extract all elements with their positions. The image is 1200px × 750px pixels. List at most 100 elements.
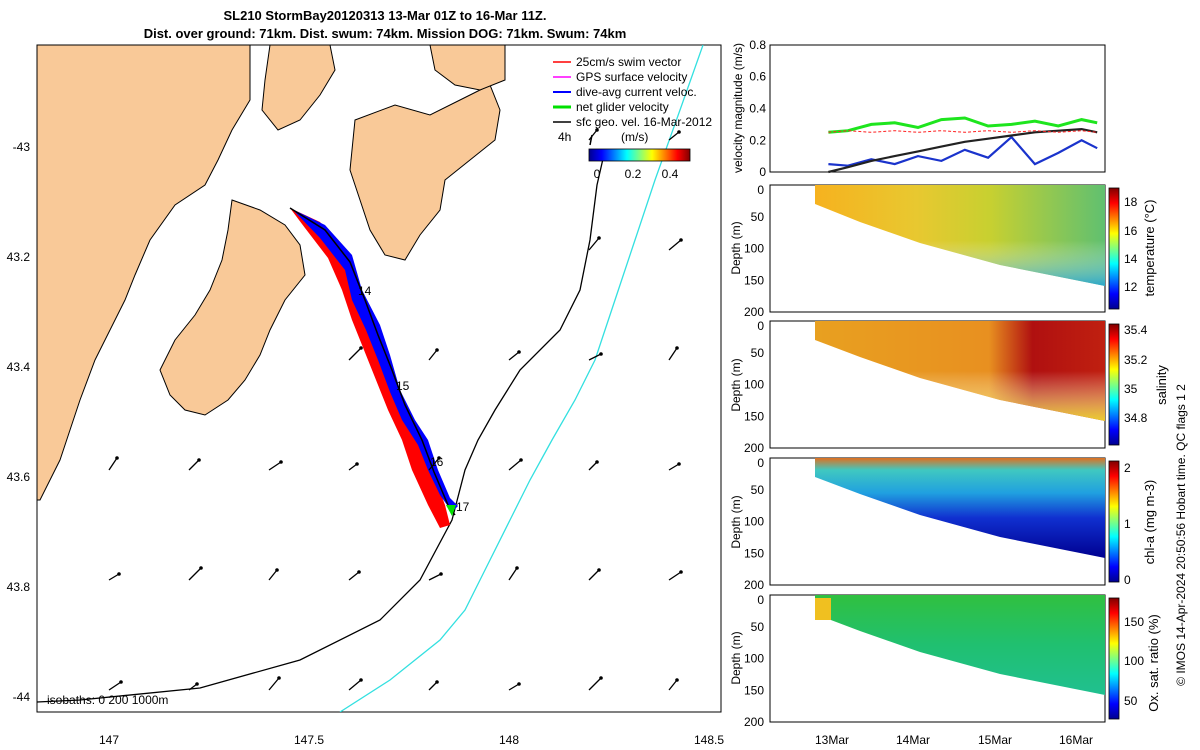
sfc-velocity-arrow — [348, 571, 360, 581]
land-peninsula — [159, 199, 306, 416]
temperature-colorbar-tick: 18 — [1124, 195, 1138, 209]
velocity-y-tick: 0.4 — [749, 102, 766, 116]
velocity-panel: 0 0.2 0.4 0.6 0.8 velocity magnitude (m/s) — [731, 38, 1106, 179]
title-line-1: SL210 StormBay20120313 13-Mar 01Z to 16-… — [223, 8, 546, 23]
sfc-velocity-arrow-head — [197, 458, 201, 462]
chla-colorbar-label: chl-a (mg m-3) — [1142, 480, 1157, 565]
track-end-marker — [446, 505, 456, 516]
sfc-velocity-arrow-head — [675, 678, 679, 682]
salinity-colorbar-label: salinity — [1154, 365, 1169, 405]
map-x-tick: 147 — [99, 733, 119, 747]
sfc-velocity-arrow-head — [359, 346, 363, 350]
map-colorbar-tick: 0 — [594, 167, 601, 181]
sfc-velocity-arrow — [268, 677, 280, 691]
temperature-colorbar-label: temperature (°C) — [1142, 200, 1157, 297]
sfc-velocity-arrow — [668, 239, 682, 251]
sfc-velocity-arrow — [108, 681, 122, 691]
sfc-velocity-arrow-head — [515, 566, 519, 570]
sfc-velocity-arrow-head — [597, 568, 601, 572]
oxygen-colorbar — [1108, 597, 1120, 720]
depth-tick: 100 — [744, 378, 764, 392]
sfc-velocity-arrow — [428, 457, 440, 471]
map-colorbar-tick: 0.2 — [625, 167, 642, 181]
map-y-tick: 43.4 — [7, 360, 31, 374]
temperature-ylabel: Depth (m) — [729, 221, 743, 274]
velocity-series-sfc-geo-vel- — [828, 127, 1098, 174]
depth-tick: 200 — [744, 578, 764, 592]
depth-tick: 150 — [744, 546, 764, 560]
depth-tick: 150 — [744, 273, 764, 287]
sfc-velocity-arrow-head — [675, 346, 679, 350]
sfc-velocity-arrow-head — [677, 462, 681, 466]
velocity-series — [828, 116, 1098, 174]
sfc-velocity-arrow-head — [117, 572, 121, 576]
depth-tick: 200 — [744, 715, 764, 729]
sfc-velocity-arrow — [108, 457, 118, 471]
depth-axes: 0501001502000501001502000501001502000501… — [744, 183, 764, 729]
sfc-velocity-arrow-head — [357, 570, 361, 574]
velocity-y-tick: 0.6 — [749, 70, 766, 84]
sfc-velocity-arrows — [108, 128, 683, 691]
glider-track-dive — [292, 209, 458, 512]
map-x-tick: 147.5 — [294, 733, 324, 747]
sfc-velocity-arrow-head — [359, 678, 363, 682]
velocity-y-tick: 0 — [759, 165, 766, 179]
oxygen-panel: 150 100 50 Ox. sat. ratio (%) 13Mar 14Ma… — [769, 594, 1161, 747]
temperature-colorbar-tick: 16 — [1124, 224, 1138, 238]
oxygen-section — [815, 595, 1105, 695]
velocity-y-ticks: 0 0.2 0.4 0.6 0.8 — [749, 38, 766, 179]
map-legend: 25cm/s swim vector GPS surface velocity … — [553, 55, 712, 181]
salinity-colorbar — [1108, 323, 1120, 446]
velocity-y-tick: 0.8 — [749, 38, 766, 52]
sfc-velocity-arrow — [588, 677, 602, 691]
depth-tick: 50 — [751, 620, 765, 634]
land-northeast-top — [429, 45, 506, 91]
sfc-velocity-arrow-head — [277, 676, 281, 680]
velocity-series-dive-avg-current — [828, 135, 1098, 167]
sfc-velocity-arrow-head — [599, 352, 603, 356]
sfc-velocity-arrow-head — [435, 680, 439, 684]
sfc-velocity-arrow-head — [679, 238, 683, 242]
sfc-velocity-arrow-head — [439, 572, 443, 576]
depth-tick: 150 — [744, 683, 764, 697]
depth-tick: 200 — [744, 441, 764, 455]
sfc-velocity-arrow-head — [199, 566, 203, 570]
map-x-ticks: 147 147.5 148 148.5 — [99, 733, 724, 747]
sfc-velocity-arrow-head — [119, 680, 123, 684]
depth-tick: 100 — [744, 652, 764, 666]
sfc-velocity-arrow — [188, 459, 200, 471]
chla-ylabel: Depth (m) — [729, 495, 743, 548]
sfc-velocity-arrow — [268, 461, 282, 471]
temperature-colorbar-tick: 12 — [1124, 280, 1138, 294]
temperature-colorbar — [1108, 187, 1120, 310]
depth-tick: 150 — [744, 409, 764, 423]
map-colorbar-tick: 0.4 — [662, 167, 679, 181]
sfc-velocity-arrow — [668, 131, 680, 141]
salinity-colorbar-tick: 35 — [1124, 382, 1138, 396]
chla-section — [815, 458, 1105, 558]
time-x-tick: 15Mar — [978, 733, 1012, 747]
sfc-velocity-arrow-head — [195, 682, 199, 686]
sfc-velocity-arrow — [508, 459, 522, 471]
map-y-ticks: -43 43.2 43.4 43.6 43.8 -44 — [7, 140, 31, 704]
glider-track-swim — [290, 208, 450, 528]
sfc-velocity-arrow-head — [595, 460, 599, 464]
depth-tick: 200 — [744, 305, 764, 319]
depth-tick: 50 — [751, 346, 765, 360]
chla-colorbar-tick: 0 — [1124, 573, 1131, 587]
depth-tick: 100 — [744, 242, 764, 256]
sfc-velocity-arrow-head — [595, 128, 599, 132]
sfc-velocity-arrow — [668, 347, 678, 361]
sfc-velocity-arrow — [348, 679, 362, 691]
day-label-16: 16 — [430, 455, 444, 469]
sfc-velocity-arrow-head — [677, 130, 681, 134]
velocity-ylabel: velocity magnitude (m/s) — [731, 43, 745, 173]
sfc-velocity-arrow — [668, 463, 680, 471]
land-north-central — [261, 45, 336, 131]
velocity-frame — [769, 44, 1106, 173]
isobath-1000m — [339, 45, 704, 712]
velocity-y-tick: 0.2 — [749, 133, 766, 147]
chla-colorbar — [1108, 460, 1120, 583]
sfc-velocity-arrow — [668, 571, 682, 581]
sfc-velocity-arrow-head — [115, 456, 119, 460]
